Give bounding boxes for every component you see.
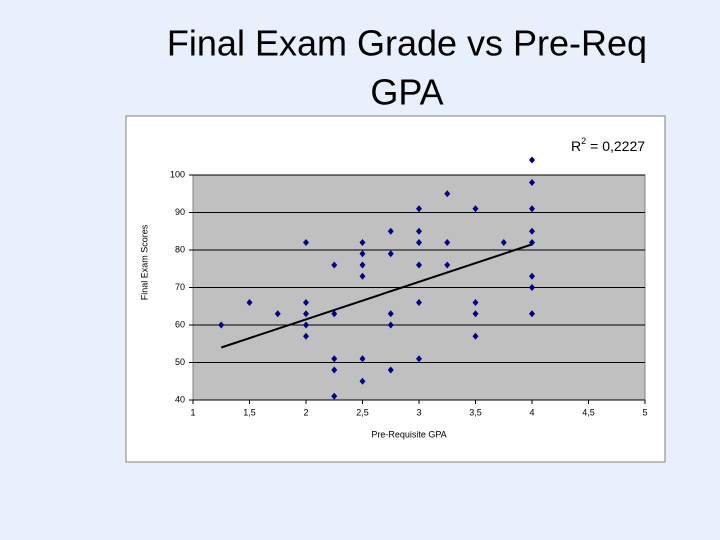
point (472, 332, 479, 340)
point (444, 261, 451, 269)
title-line: GPA (370, 72, 443, 113)
title-line: Final Exam Grade vs Pre-Req (167, 23, 647, 64)
point (303, 321, 309, 329)
point (331, 355, 338, 363)
x-tick-label: 4 (529, 407, 534, 417)
point (331, 366, 338, 374)
point (387, 310, 394, 318)
x-tick-label: 2,5 (356, 407, 369, 417)
point (416, 227, 422, 235)
point (331, 261, 338, 269)
annotation-part: = 0,2227 (590, 138, 645, 154)
y-tick-label: 60 (175, 319, 185, 329)
x-tick-label: 1,5 (243, 407, 256, 417)
point (387, 366, 394, 374)
y-tick-label: 80 (175, 244, 185, 254)
x-axis-title: Pre-Requisite GPA (371, 429, 446, 439)
x-tick-label: 2 (303, 407, 308, 417)
point (529, 284, 535, 291)
point (472, 205, 479, 213)
point (303, 299, 309, 306)
y-tick-label: 40 (175, 394, 185, 404)
y-tick-label: 90 (175, 207, 185, 217)
x-tick-label: 1 (190, 407, 195, 417)
point (303, 239, 309, 246)
y-tick-label: 70 (175, 282, 185, 292)
point (416, 299, 422, 306)
point (274, 310, 281, 318)
point (387, 227, 394, 235)
point (359, 239, 366, 246)
point (359, 250, 366, 258)
point (331, 310, 338, 318)
x-tick-label: 3 (416, 407, 421, 417)
point (359, 272, 366, 280)
y-axis-title: Final Exam Scores (139, 224, 149, 300)
point (529, 272, 535, 280)
point (387, 321, 394, 329)
annotation-part: R (571, 138, 581, 154)
point (529, 205, 535, 213)
x-tick-label: 3,5 (469, 407, 482, 417)
trendline (220, 243, 533, 349)
point (303, 332, 309, 340)
point (472, 299, 479, 306)
point (331, 392, 338, 400)
point (529, 310, 535, 318)
point (416, 239, 422, 246)
point (529, 156, 535, 164)
point (416, 355, 422, 363)
point (359, 355, 366, 363)
point (500, 239, 507, 246)
point (387, 250, 394, 258)
point (303, 310, 309, 318)
point (529, 227, 535, 235)
point (359, 377, 366, 385)
point (359, 261, 366, 269)
x-tick-label: 5 (642, 407, 647, 417)
point (472, 310, 479, 318)
annotation: R2 = 0,2227 (571, 136, 645, 153)
point (218, 321, 225, 329)
point (246, 299, 253, 306)
point (416, 205, 422, 213)
x-tick-label: 4,5 (582, 407, 595, 417)
point (444, 190, 451, 198)
annotation-part: 2 (581, 136, 586, 146)
point (529, 239, 535, 246)
point (529, 179, 535, 186)
y-tick-label: 100 (170, 169, 185, 179)
point (444, 239, 451, 246)
point (416, 261, 422, 269)
y-tick-label: 50 (175, 357, 185, 367)
chart: 40 50 60 70 80 90 100 1 1,5 2 2,5 3 3,5 4 4,5 5 Pre-Requ… (139, 136, 647, 439)
